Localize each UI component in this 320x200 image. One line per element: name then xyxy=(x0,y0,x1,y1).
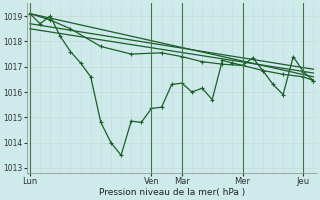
X-axis label: Pression niveau de la mer( hPa ): Pression niveau de la mer( hPa ) xyxy=(99,188,245,197)
